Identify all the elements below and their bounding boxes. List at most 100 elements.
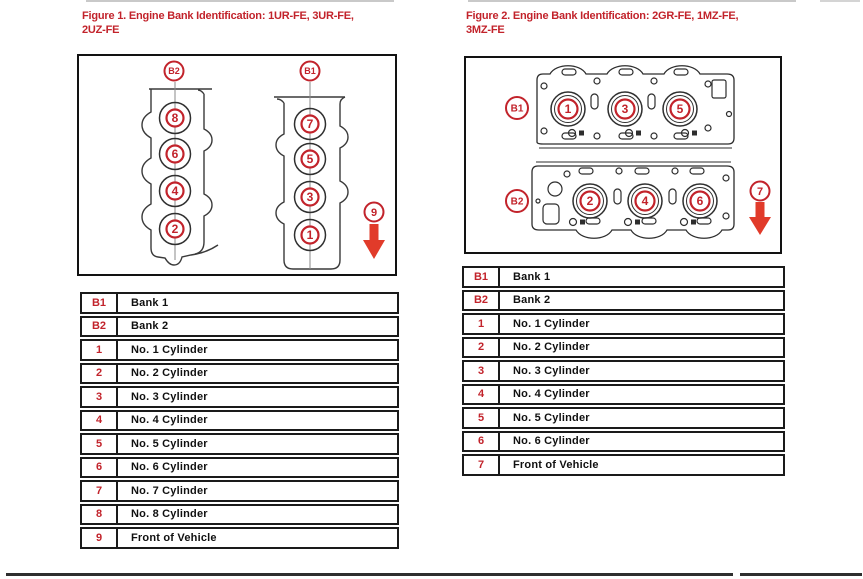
gasket-dowel-marks [579, 130, 697, 225]
figure-1-title-line2: 2UZ-FE [82, 24, 120, 36]
legend-row: 2 No. 2 Cylinder [80, 362, 399, 384]
cylinder-3: 3 [607, 91, 643, 127]
page-top-crop-mark [468, 0, 796, 2]
head-gasket-outlines [531, 65, 735, 239]
legend-label: No. 3 Cylinder [131, 390, 208, 403]
legend-key: 3 [82, 388, 118, 406]
legend-label: No. 1 Cylinder [131, 343, 208, 356]
legend-key: 4 [464, 385, 500, 403]
cylinder-8: 8 [158, 101, 192, 135]
svg-text:4: 4 [642, 194, 649, 208]
legend-key: 5 [464, 409, 500, 427]
legend-row: 9 Front of Vehicle [80, 527, 399, 549]
legend-label: No. 6 Cylinder [513, 435, 590, 448]
svg-text:2: 2 [587, 194, 594, 208]
bank-b2-outline [141, 89, 219, 266]
legend-key: B2 [82, 317, 118, 335]
legend-label: Bank 1 [513, 270, 551, 283]
svg-text:B2: B2 [168, 66, 180, 76]
cylinder-3: 3 [293, 180, 327, 214]
svg-text:6: 6 [697, 194, 704, 208]
legend-key: 9 [82, 529, 118, 547]
figure-2-title: Figure 2. Engine Bank Identification: 2G… [466, 9, 739, 37]
cylinder-2: 2 [572, 183, 608, 219]
cylinder-6: 6 [682, 183, 718, 219]
legend-label: No. 4 Cylinder [513, 388, 590, 401]
legend-key: 4 [82, 411, 118, 429]
legend-row: 3 No. 3 Cylinder [462, 360, 785, 382]
figure-1-diagram-box: B2 B1 8 6 4 2 7 5 3 1 9 [77, 54, 397, 276]
cylinder-4: 4 [158, 174, 192, 208]
legend-key: B2 [464, 291, 500, 309]
cylinder-6: 6 [158, 137, 192, 171]
svg-text:B1: B1 [511, 104, 524, 115]
legend-row: 1 No. 1 Cylinder [462, 313, 785, 335]
legend-row: 5 No. 5 Cylinder [462, 407, 785, 429]
legend-label: No. 4 Cylinder [131, 414, 208, 427]
front-of-vehicle-marker: 9 [363, 201, 385, 259]
gasket-b1-outline [536, 65, 735, 145]
cylinder-7: 7 [293, 107, 327, 141]
figure-2-diagram-box: B1 B2 1 3 5 2 4 6 7 [464, 56, 782, 254]
legend-row: 8 No. 8 Cylinder [80, 503, 399, 525]
page-bottom-rule-left [6, 573, 733, 576]
legend-row: B2 Bank 2 [80, 315, 399, 337]
page-top-crop-mark [820, 0, 860, 2]
gasket-bolt-holes [535, 68, 733, 227]
legend-key: B1 [82, 294, 118, 312]
cylinder-5: 5 [662, 91, 698, 127]
legend-label: Bank 2 [131, 320, 169, 333]
bank-label-B2: B2 [505, 189, 529, 213]
bank-label-B1: B1 [505, 96, 529, 120]
legend-label: Front of Vehicle [131, 531, 217, 544]
legend-key: 1 [82, 341, 118, 359]
figure-2-title-line2: 3MZ-FE [466, 24, 505, 36]
front-of-vehicle-marker: 7 [749, 180, 771, 235]
bank-b2-inner-edge [194, 89, 213, 255]
svg-text:7: 7 [757, 186, 763, 198]
legend-row: B1 Bank 1 [462, 266, 785, 288]
legend-label: No. 1 Cylinder [513, 317, 590, 330]
legend-key: B1 [464, 268, 500, 286]
front-arrow-icon [749, 202, 771, 235]
cylinder-1: 1 [293, 218, 327, 252]
cylinder-4: 4 [627, 183, 663, 219]
figure-2-title-line1: Figure 2. Engine Bank Identification: 2G… [466, 10, 739, 22]
svg-text:8: 8 [172, 111, 179, 125]
svg-text:9: 9 [371, 207, 377, 219]
figure-1-dynamic-labels: B2 B1 8 6 4 2 7 5 3 1 9 [158, 60, 385, 259]
svg-text:B1: B1 [304, 66, 316, 76]
legend-key: 3 [464, 362, 500, 380]
bank-label-B2: B2 [163, 60, 185, 82]
legend-row: 1 No. 1 Cylinder [80, 339, 399, 361]
svg-text:3: 3 [307, 190, 314, 204]
legend-row: 3 No. 3 Cylinder [80, 386, 399, 408]
figure-1-title-line1: Figure 1. Engine Bank Identification: 1U… [82, 10, 354, 22]
figure-2-dynamic-labels: B1 B2 1 3 5 2 4 6 7 [505, 91, 771, 235]
v8-engine-bank-diagram: B2 B1 8 6 4 2 7 5 3 1 9 [141, 60, 385, 270]
v6-engine-bank-diagram: B1 B2 1 3 5 2 4 6 7 [505, 65, 771, 239]
svg-text:5: 5 [677, 102, 684, 116]
svg-text:2: 2 [172, 222, 179, 236]
legend-row: 6 No. 6 Cylinder [462, 430, 785, 452]
figure-2-legend-table: B1 Bank 1 B2 Bank 2 1 No. 1 Cylinder 2 No. 2 Cy… [462, 266, 785, 478]
figure-1-title: Figure 1. Engine Bank Identification: 1U… [82, 9, 354, 37]
svg-text:3: 3 [622, 102, 629, 116]
legend-label: Bank 1 [131, 296, 169, 309]
page-top-crop-mark [86, 0, 394, 2]
legend-label: Bank 2 [513, 294, 551, 307]
bank-label-B1: B1 [299, 60, 321, 82]
legend-label: No. 2 Cylinder [131, 367, 208, 380]
svg-text:1: 1 [307, 228, 314, 242]
legend-label: No. 3 Cylinder [513, 364, 590, 377]
front-arrow-icon [363, 224, 385, 259]
legend-label: No. 8 Cylinder [131, 508, 208, 521]
page-bottom-rule-right [740, 573, 862, 576]
legend-key: 6 [82, 458, 118, 476]
svg-text:4: 4 [172, 184, 179, 198]
legend-row: B2 Bank 2 [462, 289, 785, 311]
legend-row: 7 No. 7 Cylinder [80, 480, 399, 502]
figure-1-legend-table: B1 Bank 1 B2 Bank 2 1 No. 1 Cylinder 2 No. 2 Cy… [80, 292, 399, 551]
legend-label: No. 5 Cylinder [513, 411, 590, 424]
